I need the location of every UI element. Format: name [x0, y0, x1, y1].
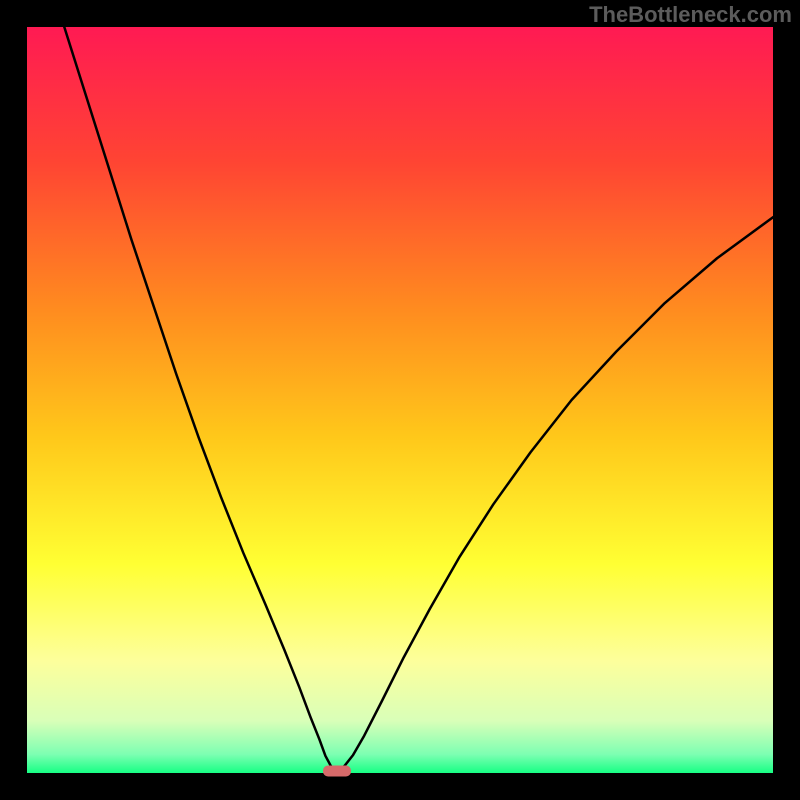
optimal-point-marker: [323, 765, 351, 776]
chart-container: TheBottleneck.com: [0, 0, 800, 800]
plot-gradient-background: [27, 27, 773, 773]
watermark-text: TheBottleneck.com: [589, 2, 792, 28]
